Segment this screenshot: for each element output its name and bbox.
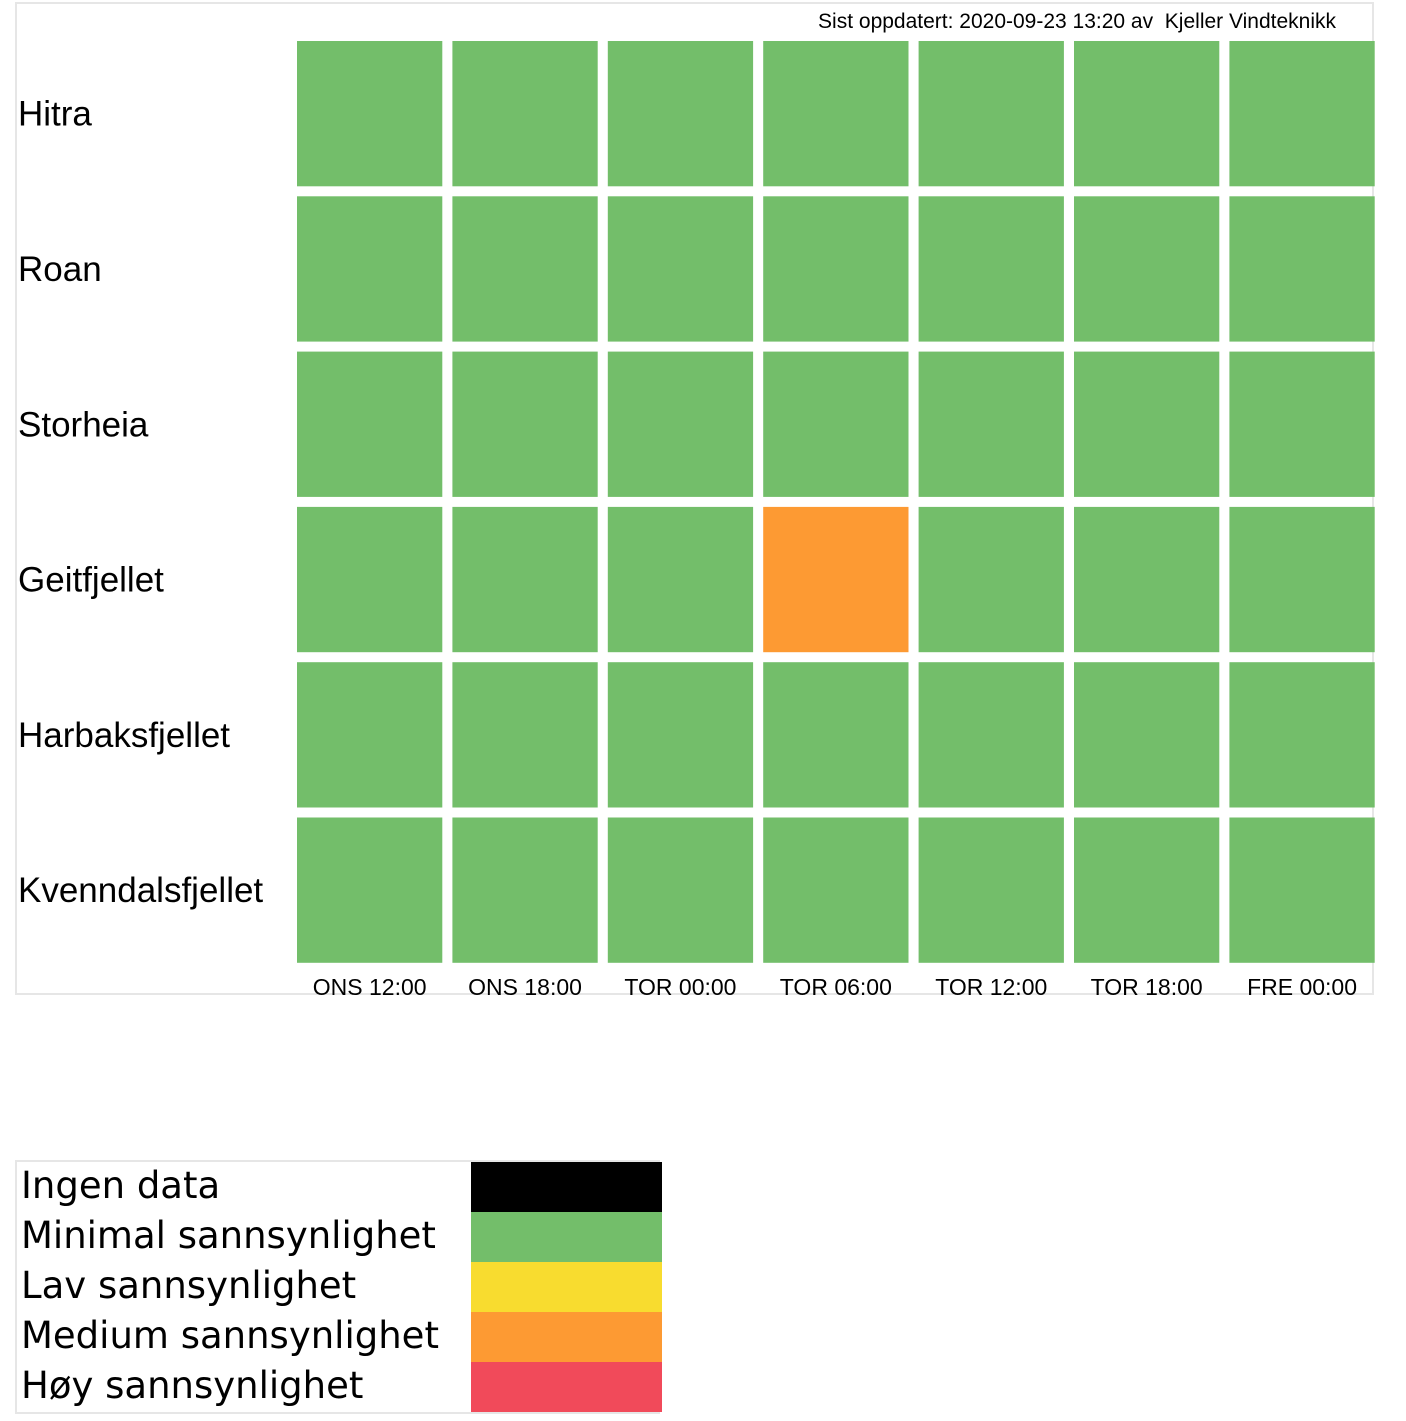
heatmap-cell	[1229, 817, 1375, 963]
column-label: FRE 00:00	[1247, 974, 1357, 1000]
column-label: TOR 12:00	[935, 974, 1047, 1000]
heatmap-cell	[763, 662, 909, 808]
heatmap-cell	[918, 506, 1064, 653]
heatmap-cell	[607, 41, 754, 187]
heatmap-cell	[607, 817, 754, 963]
heatmap-cell	[297, 351, 443, 497]
column-label: TOR 06:00	[780, 974, 892, 1000]
heatmap-cell	[1074, 41, 1220, 187]
heatmap-cell	[452, 506, 598, 653]
heatmap-cell	[918, 351, 1064, 497]
row-label: Storheia	[18, 405, 149, 444]
heatmap-cell	[763, 351, 909, 497]
heatmap-cell	[452, 662, 598, 808]
heatmap-cell	[1229, 41, 1375, 187]
legend-label: Minimal sannsynlighet	[21, 1214, 436, 1257]
legend-label: Medium sannsynlighet	[21, 1314, 439, 1357]
heatmap-cell	[918, 41, 1064, 187]
heatmap-cell	[1074, 196, 1220, 342]
heatmap-cell	[763, 506, 909, 653]
last-updated-text: Sist oppdatert: 2020-09-23 13:20 av Kjel…	[818, 10, 1336, 34]
column-label: ONS 12:00	[313, 974, 427, 1000]
heatmap-cell	[1074, 351, 1220, 497]
heatmap-cell	[297, 196, 443, 342]
legend-label: Ingen data	[21, 1164, 221, 1207]
legend: Ingen data Minimal sannsynlighet Lav sanns…	[15, 1160, 662, 1414]
legend-swatch	[471, 1362, 662, 1412]
legend-swatch	[471, 1212, 662, 1262]
chart-panel: Sist oppdatert: 2020-09-23 13:20 av Kjel…	[15, 2, 1374, 995]
heatmap-cell	[918, 662, 1064, 808]
heatmap-cell	[607, 506, 754, 653]
legend-swatch	[471, 1312, 662, 1362]
heatmap-cell	[452, 196, 598, 342]
heatmap-cell	[1074, 817, 1220, 963]
heatmap-cell	[1229, 196, 1375, 342]
legend-swatch	[471, 1162, 662, 1212]
heatmap-cell	[918, 196, 1064, 342]
heatmap-cell	[763, 41, 909, 187]
column-label: TOR 00:00	[624, 974, 736, 1000]
row-label: Geitfjellet	[18, 561, 164, 600]
heatmap-cell	[297, 506, 443, 653]
heatmap-cell	[607, 662, 754, 808]
legend-item: Høy sannsynlighet	[17, 1362, 662, 1412]
row-label: Hitra	[18, 95, 92, 134]
row-label: Kvenndalsfjellet	[18, 871, 263, 910]
heatmap-cell	[452, 817, 598, 963]
heatmap-cell	[763, 196, 909, 342]
heatmap-cell	[452, 351, 598, 497]
legend-label: Høy sannsynlighet	[21, 1364, 364, 1407]
heatmap-cell	[607, 351, 754, 497]
heatmap-cell	[1229, 506, 1375, 653]
last-updated-label: Sist oppdatert: 2020-09-23 13:20 av	[818, 10, 1154, 33]
heatmap-cell	[1229, 662, 1375, 808]
heatmap-cell	[918, 817, 1064, 963]
legend-item: Minimal sannsynlighet	[17, 1212, 662, 1262]
row-label: Harbaksfjellet	[18, 716, 230, 755]
legend-swatch	[471, 1262, 662, 1312]
legend-item: Medium sannsynlighet	[17, 1312, 662, 1362]
heatmap-cell	[297, 817, 443, 963]
heatmap-cell	[1229, 351, 1375, 497]
heatmap-cell	[452, 41, 598, 187]
legend-item: Ingen data	[17, 1162, 662, 1212]
heatmap-cell	[763, 817, 909, 963]
legend-label: Lav sannsynlighet	[21, 1264, 357, 1307]
source-label: Kjeller Vindteknikk	[1164, 10, 1336, 33]
column-label: ONS 18:00	[468, 974, 582, 1000]
heatmap-cell	[297, 41, 443, 187]
heatmap-cell	[297, 662, 443, 808]
heatmap-cell	[1074, 662, 1220, 808]
heatmap-cell	[607, 196, 754, 342]
heatmap-cell	[1074, 506, 1220, 653]
heatmap: Hitra Roan Storheia Geitfjellet Harbaksfjell…	[18, 41, 1375, 1000]
legend-item: Lav sannsynlighet	[17, 1262, 662, 1312]
row-label: Roan	[18, 250, 102, 289]
column-label: TOR 18:00	[1091, 974, 1203, 1000]
